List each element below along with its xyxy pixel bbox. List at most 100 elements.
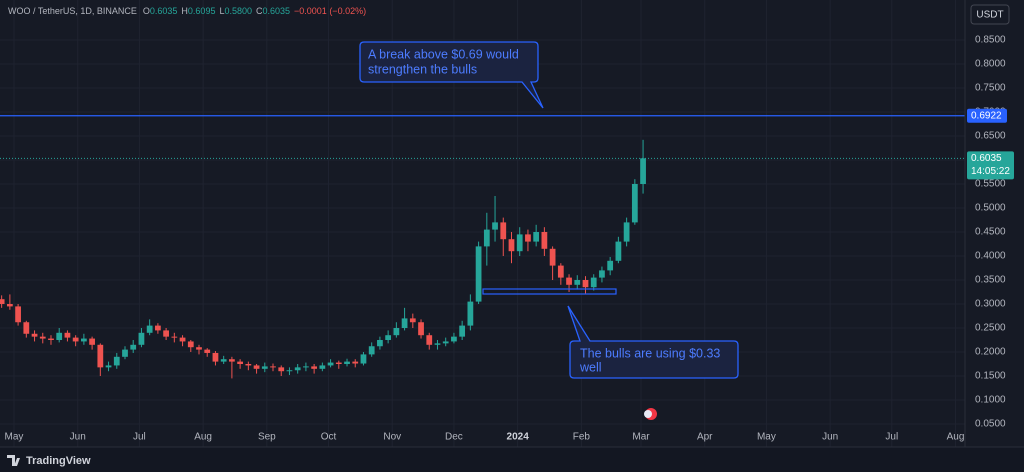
candle-body xyxy=(15,306,21,323)
candle-body xyxy=(6,304,13,307)
candle-body xyxy=(360,354,367,364)
ohlc-change: −0.0001 (−0.02%) xyxy=(294,6,366,16)
candle-body xyxy=(500,222,507,240)
symbol: WOO / TetherUS, 1D, BINANCE xyxy=(8,6,137,16)
candle-body xyxy=(138,332,145,345)
ohlc-key: C xyxy=(256,6,263,16)
candle-body xyxy=(344,361,350,365)
candle-body xyxy=(516,234,523,252)
y-tick-label: 0.3500 xyxy=(975,275,1006,286)
candle-body xyxy=(130,344,137,350)
currency-label: USDT xyxy=(976,10,1003,21)
ohlc-value: 0.6035 xyxy=(263,6,291,16)
x-tick-label: Jul xyxy=(133,432,146,443)
candle-body xyxy=(377,340,383,347)
candle-body xyxy=(426,335,433,345)
candle-body xyxy=(155,325,161,331)
event-icon xyxy=(644,410,652,418)
y-tick-label: 0.8000 xyxy=(975,59,1006,70)
y-tick-label: 0.3000 xyxy=(975,299,1006,310)
callout-box xyxy=(567,305,739,379)
y-tick-label: 0.1500 xyxy=(975,371,1006,382)
x-tick-label: Mar xyxy=(632,432,650,443)
x-tick-label: Apr xyxy=(697,432,713,443)
candle-body xyxy=(229,359,235,362)
candle-body xyxy=(631,183,638,223)
candle-body xyxy=(196,347,202,350)
x-tick-label: Oct xyxy=(321,432,337,443)
brand-logo xyxy=(7,455,20,466)
x-tick-label: Aug xyxy=(194,432,212,443)
currency-button[interactable] xyxy=(970,4,1010,25)
grid xyxy=(0,0,965,447)
candle-body xyxy=(31,333,38,337)
candle-body xyxy=(492,222,498,230)
candle-body xyxy=(525,234,531,242)
y-tick-label: 0.1000 xyxy=(975,395,1006,406)
y-tick-label: 0.2000 xyxy=(975,347,1006,358)
candle-body xyxy=(311,366,318,369)
candle-body xyxy=(261,366,268,369)
ohlc-key: L xyxy=(219,6,224,16)
candle-body xyxy=(179,337,186,342)
candle-body xyxy=(294,367,301,371)
candle-body xyxy=(245,364,252,366)
x-tick-label: May xyxy=(757,432,776,443)
x-tick-label: Aug xyxy=(947,432,965,443)
y-tick-label: 0.0500 xyxy=(975,419,1006,430)
x-tick-label: Sep xyxy=(258,432,276,443)
candle-body xyxy=(475,246,482,302)
callout-text: A break above $0.69 would xyxy=(368,47,519,61)
candle-body xyxy=(467,301,474,326)
candle-body xyxy=(278,367,285,372)
ohlc-value: 0.5800 xyxy=(224,6,252,16)
candle-body xyxy=(286,370,293,372)
candle-body xyxy=(253,365,260,369)
x-tick-label: Feb xyxy=(573,432,591,443)
candle-body xyxy=(640,158,646,184)
callout-box xyxy=(359,41,544,109)
y-tick-label: 0.5000 xyxy=(975,203,1006,214)
candle-body xyxy=(270,366,276,368)
y-tick-label: 0.7500 xyxy=(975,83,1006,94)
y-tick-label: 0.4000 xyxy=(975,251,1006,262)
candle-body xyxy=(220,359,227,362)
candle-body xyxy=(204,349,211,353)
footer xyxy=(0,447,1024,472)
candle-body xyxy=(483,229,490,247)
candle-body xyxy=(533,231,540,242)
callout-text: The bulls are using $0.33 xyxy=(580,346,720,360)
countdown: 14:05:22 xyxy=(971,166,1010,177)
y-tick-label: 0.8500 xyxy=(975,35,1006,46)
x-tick-label: Jul xyxy=(885,432,898,443)
candle-body xyxy=(459,325,466,337)
candle-body xyxy=(566,277,572,285)
candle-body xyxy=(48,338,54,341)
x-tick-label: May xyxy=(5,432,24,443)
x-tick-label: 2024 xyxy=(507,432,530,443)
candle-body xyxy=(434,343,441,345)
support-box xyxy=(482,288,617,295)
candle-body xyxy=(72,337,79,342)
y-tick-label: 0.2500 xyxy=(975,323,1006,334)
ohlc-key: O xyxy=(143,6,150,16)
candle-body xyxy=(582,279,589,288)
last-price-label: 0.6035 xyxy=(971,153,1002,164)
candle-body xyxy=(122,349,128,357)
candle-body xyxy=(113,356,120,366)
candle-body xyxy=(418,322,424,336)
x-tick-label: Jun xyxy=(822,432,838,443)
candle-body xyxy=(23,322,30,334)
candle-body xyxy=(442,341,449,344)
candle-body xyxy=(146,325,153,333)
level-tag xyxy=(967,108,1007,123)
candle-body xyxy=(80,338,87,342)
candle-body xyxy=(574,279,581,285)
candle-body xyxy=(451,336,457,342)
candle-body xyxy=(327,362,334,366)
candle-body xyxy=(508,239,515,252)
candle-body xyxy=(319,365,326,369)
level-label: 0.6922 xyxy=(971,110,1002,121)
y-tick-label: 0.6500 xyxy=(975,131,1006,142)
